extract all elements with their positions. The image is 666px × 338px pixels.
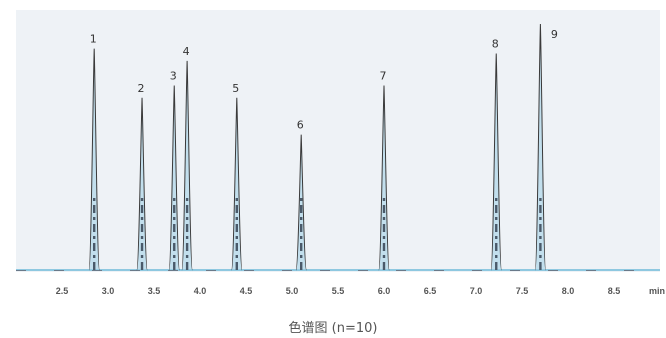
peak-label-6: 6	[297, 119, 304, 132]
x-tick-label: 3.0	[102, 286, 115, 296]
peak-1	[88, 48, 100, 271]
trace-group	[16, 23, 660, 271]
peak-label-8: 8	[492, 38, 499, 51]
peak-band-8	[491, 53, 502, 270]
x-tick-label: 5.0	[286, 286, 299, 296]
peak-band-2	[136, 97, 148, 270]
x-tick-label: 8.5	[608, 286, 621, 296]
peak-band-7	[378, 85, 390, 270]
peak-band-9	[535, 24, 546, 270]
peak-5	[231, 97, 243, 271]
x-tick-label: 7.5	[516, 286, 529, 296]
peak-7	[378, 85, 390, 271]
peak-label-7: 7	[380, 70, 387, 83]
chart-caption: 色谱图 (n=10)	[289, 320, 378, 336]
x-tick-label: 6.0	[378, 286, 391, 296]
peak-label-1: 1	[90, 33, 97, 46]
peak-8	[490, 53, 502, 271]
peak-2	[136, 97, 148, 271]
peak-label-5: 5	[232, 82, 239, 95]
x-tick-label: 3.5	[148, 286, 161, 296]
x-tick-label: 4.5	[240, 286, 253, 296]
peak-label-2: 2	[138, 82, 145, 95]
peak-band-3	[169, 85, 180, 270]
peak-9	[534, 23, 547, 271]
peak-4	[181, 60, 193, 271]
plot-background	[16, 10, 660, 272]
x-axis-label: min	[649, 286, 665, 296]
peak-label-group: 1 2 34 5 6 7 8 9	[90, 28, 558, 132]
peak-label-4: 4	[183, 45, 190, 58]
x-tick-group: 2.5 3.0 3.5 4.0 4.5 5.0 5.5 6.0 6.5 7.0 7.5 8.0 8.5	[56, 286, 621, 296]
peak-label-3: 3	[170, 70, 177, 83]
x-tick-label: 5.5	[332, 286, 345, 296]
peak-band-1	[89, 48, 100, 270]
peak-label-9: 9	[551, 28, 558, 41]
peak-band-6	[296, 134, 307, 270]
peak-band-5	[231, 97, 242, 270]
x-tick-label: 6.5	[424, 286, 437, 296]
x-tick-label: 8.0	[562, 286, 575, 296]
peak-band-4	[181, 60, 193, 271]
x-tick-label: 7.0	[470, 286, 483, 296]
x-tick-label: 2.5	[56, 286, 69, 296]
x-tick-label: 4.0	[194, 286, 207, 296]
peak-3	[168, 85, 180, 271]
peak-6	[295, 134, 307, 271]
